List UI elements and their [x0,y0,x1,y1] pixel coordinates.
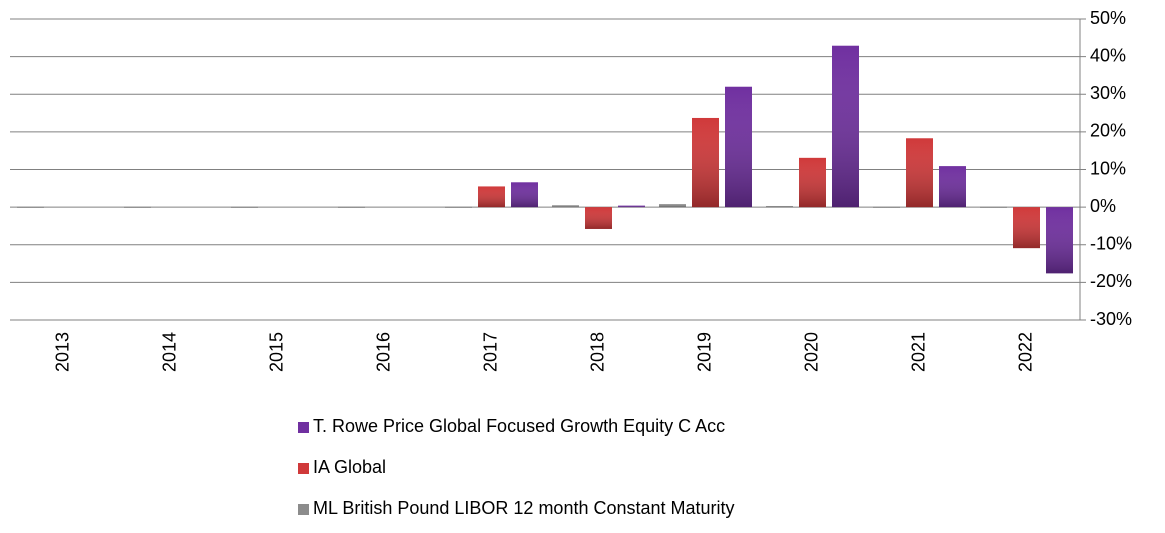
bar [338,206,365,208]
bar-shade [552,205,579,208]
x-tick-label: 2013 [52,332,72,372]
bar-shade [766,205,793,208]
bar-shade [692,117,719,208]
bar-shade [1046,207,1073,274]
bar-shade [585,207,612,229]
bar [552,205,579,208]
bar-shade [231,206,258,208]
bar-shade [511,182,538,208]
y-tick-label: -10% [1090,234,1132,254]
bar [1013,207,1040,249]
bar-shade [725,86,752,208]
legend-swatch [298,463,309,474]
bar [124,206,151,208]
bar-shade [478,186,505,208]
x-tick-label: 2014 [159,332,179,372]
bar [692,117,719,208]
bar [906,138,933,208]
x-tick-label: 2019 [694,332,714,372]
x-tick-label: 2022 [1015,332,1035,372]
x-tick-label: 2018 [587,332,607,372]
bar [618,205,645,208]
bar [873,206,900,208]
y-tick-label: 50% [1090,8,1126,28]
x-tick-label: 2015 [266,332,286,372]
y-tick-label: 40% [1090,45,1126,65]
bar-shade [659,204,686,208]
bar [939,166,966,208]
bar-shade [799,157,826,208]
x-tick-label: 2016 [373,332,393,372]
bar-shade [338,206,365,208]
bar [511,182,538,208]
legend-label: ML British Pound LIBOR 12 month Constant… [313,498,735,518]
legend-label: T. Rowe Price Global Focused Growth Equi… [313,416,725,436]
y-tick-label: -20% [1090,271,1132,291]
bar [231,206,258,208]
bar [980,206,1007,208]
legend-swatch [298,422,309,433]
y-tick-label: 20% [1090,121,1126,141]
legend-swatch [298,504,309,515]
bar [478,186,505,208]
bar [799,157,826,208]
bar-shade [17,206,44,208]
y-tick-label: 30% [1090,83,1126,103]
bar-shade [1013,207,1040,249]
y-tick-label: 0% [1090,196,1116,216]
x-tick-label: 2017 [480,332,500,372]
y-tick-label: 10% [1090,158,1126,178]
bar [766,205,793,208]
y-tick-label: -30% [1090,309,1132,329]
bar-shade [873,206,900,208]
bar-shade [980,206,1007,208]
bar-shade [906,138,933,208]
bar [1046,207,1073,274]
bar-shade [124,206,151,208]
bar-shade [832,45,859,208]
bar [832,45,859,208]
bar-shade [618,205,645,208]
bar [585,207,612,229]
x-tick-label: 2020 [801,332,821,372]
bar-shade [939,166,966,208]
legend-label: IA Global [313,457,386,477]
x-tick-label: 2021 [908,332,928,372]
bar [445,206,472,208]
bar [17,206,44,208]
bar [659,204,686,208]
bar [725,86,752,208]
bar-shade [445,206,472,208]
